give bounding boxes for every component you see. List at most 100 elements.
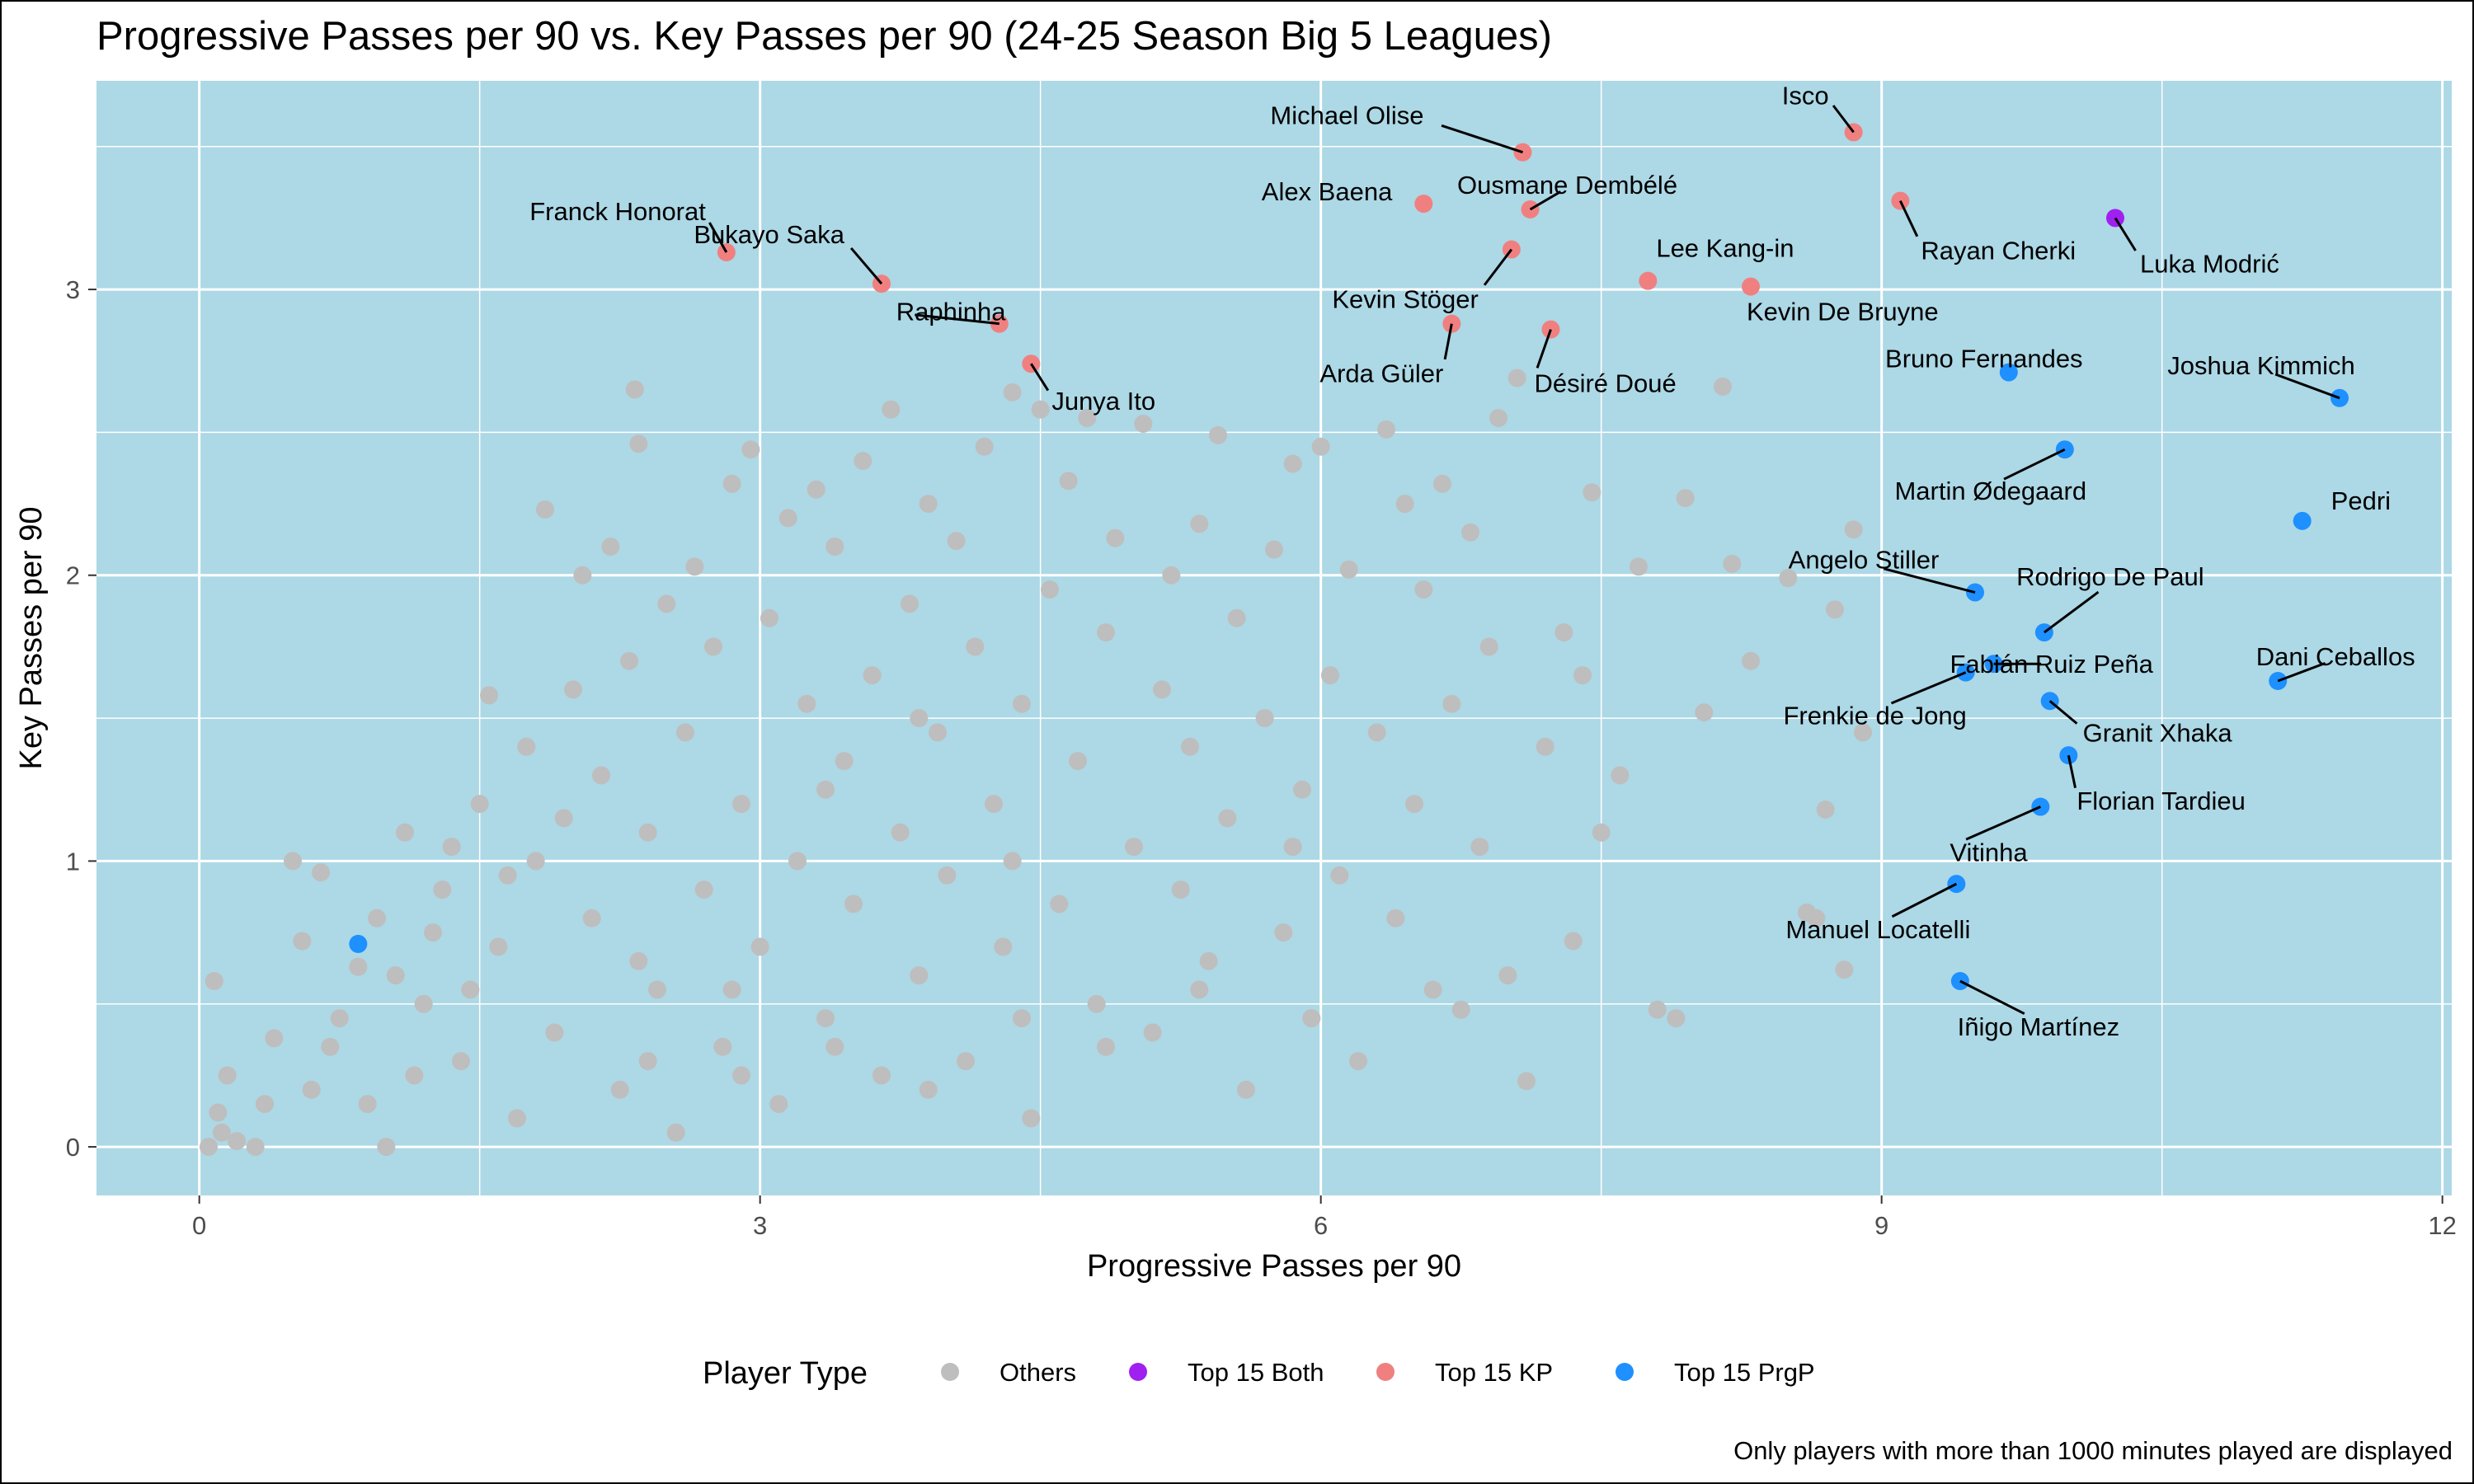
point-others [863,666,882,685]
point-others [1097,623,1115,642]
point-others [1255,709,1274,728]
point-others [694,881,713,899]
point-others [461,980,480,999]
point-others [1050,895,1069,913]
point-others [433,881,452,899]
point-others [1676,489,1695,508]
y-axis-title: Key Passes per 90 [14,507,49,770]
point-others [1592,823,1611,842]
point-others [349,957,368,976]
point-others [545,1023,564,1042]
point-others [212,1123,231,1142]
point-others [1349,1052,1367,1071]
point-others [498,866,517,885]
label-leader-line [1898,200,1919,237]
point-others [330,1009,349,1028]
point-others [816,1009,835,1028]
point-others [218,1066,237,1085]
point-others [246,1138,265,1157]
label-kevin-de-bruyne: Kevin De Bruyne [1747,298,1939,326]
label-leader-line [2043,590,2100,634]
point-others [424,923,442,942]
label-frenkie-de-jong: Frenkie de Jong [1784,702,1967,730]
point-others [882,400,901,419]
point-others [1714,377,1732,396]
point-others [1648,1000,1667,1019]
point-others [205,972,223,990]
point-others [1723,554,1742,573]
label-bruno-fernandes: Bruno Fernandes [1885,345,2083,373]
point-others [778,509,797,528]
point-others [666,1123,685,1142]
label-ousmane-dembele: Ousmane Dembélé [1457,171,1677,200]
point-others [1779,569,1798,588]
label-rodrigo-de-paul: Rodrigo De Paul [2016,562,2204,591]
point-others [564,680,582,699]
label-leader-line [2048,700,2078,725]
point-others [835,752,854,771]
point-others [1479,637,1498,656]
point-others [1695,703,1714,722]
label-leader-line [1965,805,2041,841]
point-others [1367,723,1386,742]
label-leader-line [915,313,999,326]
label-leader-line [1959,979,2025,1015]
point-others [1826,600,1844,619]
point-others [1835,960,1854,979]
point-others [396,823,414,842]
point-others [620,651,638,670]
point-others [1854,723,1872,742]
point-pedri [2293,511,2312,530]
point-others [797,694,816,713]
label-lee-kang-in: Lee Kang-in [1656,234,1794,263]
point-others [788,852,807,871]
point-bruno-fernandes [1999,363,2018,382]
point-others [1798,903,1816,922]
point-others [947,532,966,551]
point-others [592,766,610,785]
legend-label-others: Others [999,1358,1076,1387]
point-others [1199,951,1218,970]
label-michael-olise: Michael Olise [1270,101,1423,130]
point-others [1451,1000,1470,1019]
point-others [648,980,666,999]
point-others [554,809,573,828]
point-others [470,795,489,814]
label-leader-line [2114,217,2137,251]
point-others [910,966,929,985]
label-junya-ito: Junya Ito [1051,387,1155,416]
legend-label-top-15-prgp: Top 15 PrgP [1674,1358,1815,1387]
label-joshua-kimmich: Joshua Kimmich [2167,351,2354,380]
point-others [1573,666,1592,685]
point-others [1003,383,1022,402]
point-others [1442,694,1461,713]
point-others [732,795,750,814]
point-others [601,538,620,556]
label-angelo-stiller: Angelo Stiller [1789,546,1940,575]
legend-swatch-top-15-kp [1376,1363,1395,1381]
point-others [1564,932,1583,951]
point-others [1630,557,1648,576]
point-alex-baena [1414,195,1433,214]
point-others [1171,881,1190,899]
y-tick-label: 1 [66,847,80,876]
point-others [1386,909,1405,928]
point-lee-kang-in [1639,271,1658,290]
point-others [844,895,863,913]
x-tick-label: 6 [1314,1211,1328,1240]
label-luka-modric: Luka Modrić [2140,249,2279,278]
x-tick-label: 0 [192,1211,206,1240]
point-others [901,594,919,613]
label-leader-line [1441,124,1523,154]
point-others [321,1037,340,1056]
plot-panel [96,81,2452,1195]
point-others [919,495,938,514]
label-leader-line [1443,323,1453,360]
label-leader-line [2003,448,2066,481]
point-others [1041,580,1059,599]
label-kevin-stoger: Kevin Stöger [1332,285,1479,314]
label-leader-line [2067,754,2077,789]
label-raphinha: Raphinha [896,298,1006,326]
